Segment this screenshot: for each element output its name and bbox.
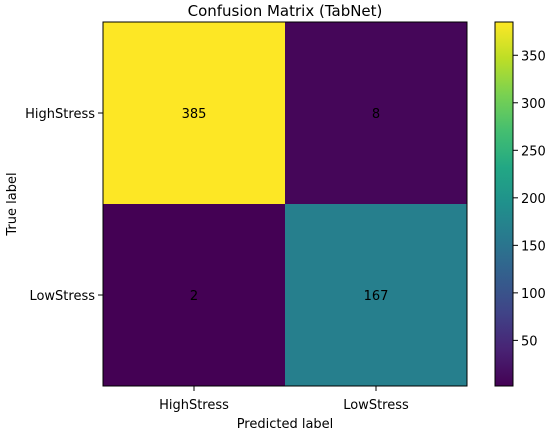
chart-title: Confusion Matrix (TabNet) <box>188 2 383 20</box>
x-axis: HighStress LowStress <box>159 386 409 413</box>
colorbar-tick-label: 50 <box>521 334 538 349</box>
y-axis-label: True label <box>5 172 20 236</box>
cell-value-label: 8 <box>372 107 380 122</box>
y-axis: HighStress LowStress <box>25 107 103 304</box>
colorbar: 50 100 150 200 250 300 350 <box>494 21 546 387</box>
x-tick-label: HighStress <box>159 398 229 413</box>
heatmap-cells <box>103 22 467 386</box>
heatmap-cell <box>103 22 285 204</box>
colorbar-tick-label: 100 <box>521 287 546 302</box>
colorbar-tick-label: 300 <box>521 97 546 112</box>
heatmap-cell <box>103 204 285 386</box>
cell-value-label: 385 <box>182 107 207 122</box>
colorbar-tick-label: 200 <box>521 192 546 207</box>
colorbar-gradient <box>495 22 513 386</box>
cell-value-label: 2 <box>190 289 198 304</box>
x-tick-label: LowStress <box>343 398 409 413</box>
colorbar-tick-label: 250 <box>521 144 546 159</box>
y-tick-label: HighStress <box>25 107 95 122</box>
cell-value-label: 167 <box>364 289 389 304</box>
colorbar-tick-label: 350 <box>521 49 546 64</box>
plot-frame <box>102 21 468 387</box>
cell-annotations: 385 8 2 167 <box>182 107 389 304</box>
y-tick-label: LowStress <box>29 289 95 304</box>
heatmap-cell <box>285 22 467 204</box>
heatmap-cell <box>285 204 467 386</box>
colorbar-tick-label: 150 <box>521 239 546 254</box>
x-axis-label: Predicted label <box>237 417 334 432</box>
colorbar-frame <box>494 21 514 387</box>
